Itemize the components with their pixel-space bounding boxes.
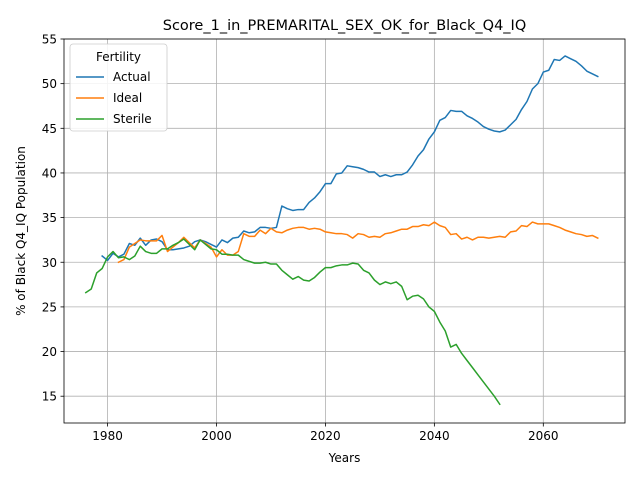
- x-tick-label: 2000: [201, 429, 232, 443]
- series-line-sterile: [84, 238, 501, 406]
- y-tick-label: 25: [42, 300, 57, 314]
- x-tick-label: 2020: [310, 429, 341, 443]
- series-line-actual: [101, 55, 599, 262]
- x-tick-label: 2040: [419, 429, 450, 443]
- y-tick-label: 40: [42, 166, 57, 180]
- x-tick-label: 2060: [528, 429, 559, 443]
- legend-box: [69, 43, 168, 132]
- y-axis-label: % of Black Q4_IQ Population: [14, 146, 28, 316]
- x-tick-label: 1980: [92, 429, 123, 443]
- legend-title: Fertility: [96, 50, 141, 64]
- y-tick-label: 45: [42, 122, 57, 136]
- legend-label-actual: Actual: [113, 70, 151, 84]
- y-tick-label: 20: [42, 345, 57, 359]
- y-tick-label: 55: [42, 33, 57, 47]
- legend-label-ideal: Ideal: [113, 91, 142, 105]
- chart-title: Score_1_in_PREMARITAL_SEX_OK_for_Black_Q…: [163, 18, 527, 34]
- data-series: [84, 55, 599, 406]
- legend-label-sterile: Sterile: [113, 112, 152, 126]
- y-tick-label: 15: [42, 390, 57, 404]
- y-tick-label: 30: [42, 256, 57, 270]
- y-tick-label: 35: [42, 211, 57, 225]
- x-axis-label: Years: [328, 451, 361, 465]
- plot-frame: [63, 38, 626, 424]
- legend: Fertility Actual Ideal Sterile: [69, 43, 168, 132]
- y-tick-label: 50: [42, 77, 57, 91]
- axis-ticks: 1980 2000 2020 2040 2060 15 20 25 30 35 40 45 50 55: [42, 33, 559, 444]
